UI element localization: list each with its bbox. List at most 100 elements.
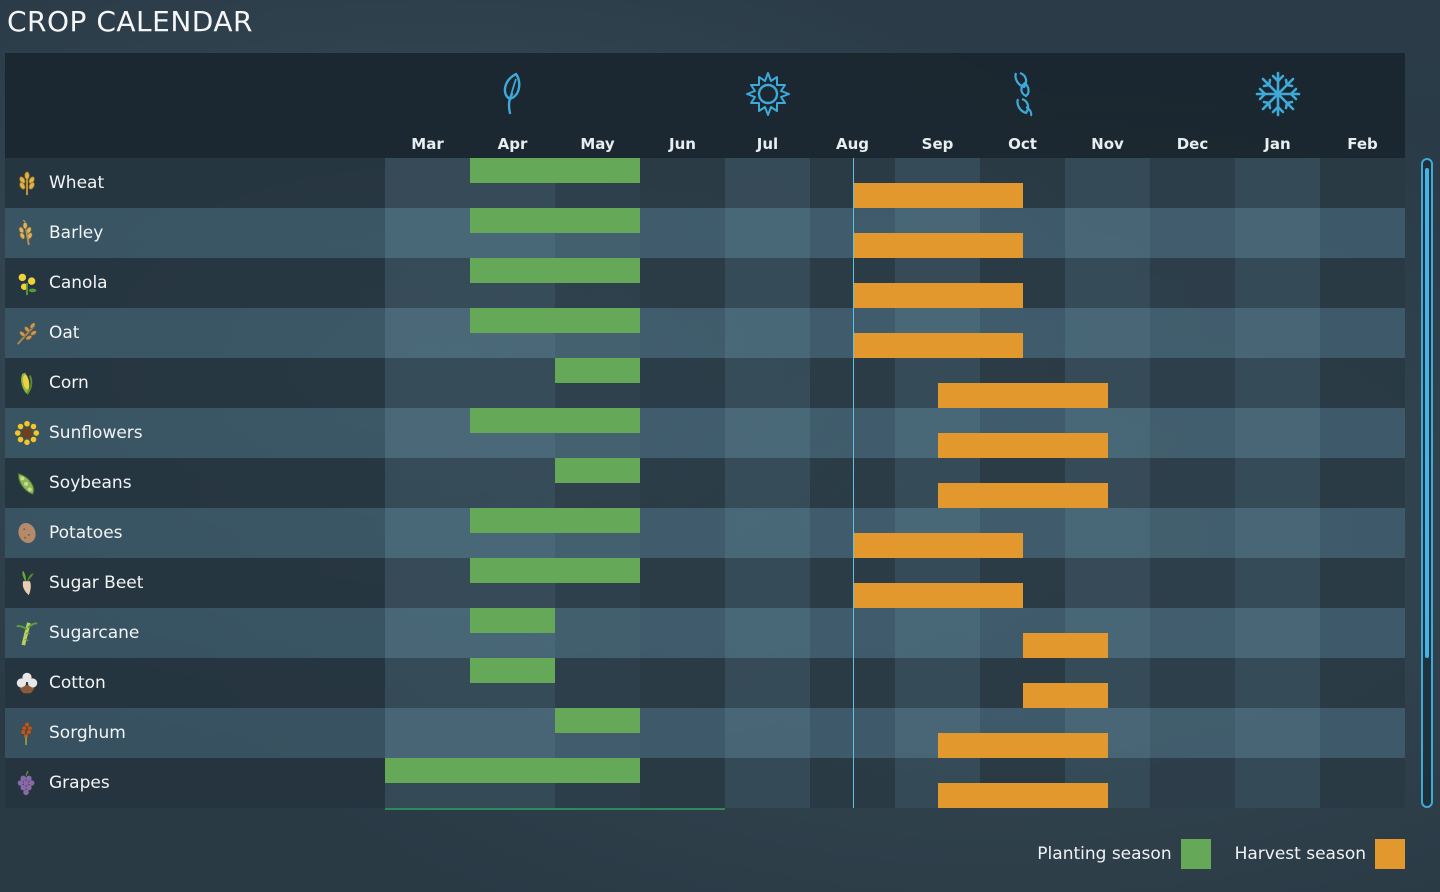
month-cell [725, 158, 810, 208]
month-cell [1065, 308, 1150, 358]
planting-bar [555, 708, 640, 733]
planting-bar [470, 608, 555, 633]
crop-row[interactable]: Canola [5, 258, 1405, 308]
planting-bar [470, 558, 640, 583]
month-cell [1235, 708, 1320, 758]
crop-name: Corn [49, 373, 89, 393]
canola-icon [13, 269, 41, 297]
month-label-jun: Jun [669, 135, 696, 153]
month-cell [640, 358, 725, 408]
scrollbar[interactable] [1421, 158, 1433, 808]
cotton-icon [13, 669, 41, 697]
potato-icon [13, 519, 41, 547]
month-cell [1320, 658, 1405, 708]
month-cell [640, 758, 725, 808]
month-cell [1235, 158, 1320, 208]
sorghum-icon [13, 719, 41, 747]
month-cell [1235, 208, 1320, 258]
month-cell [1320, 608, 1405, 658]
calendar-header [5, 53, 1405, 158]
month-cell [1320, 208, 1405, 258]
crop-label: Wheat [5, 158, 385, 208]
crop-row[interactable]: Sunflowers [5, 408, 1405, 458]
legend-planting-swatch [1180, 839, 1211, 869]
crop-row[interactable]: Soybeans [5, 458, 1405, 508]
grapes-icon [13, 769, 41, 797]
month-cell [640, 708, 725, 758]
month-cell [1320, 408, 1405, 458]
crop-label: Potatoes [5, 508, 385, 558]
calendar-grid: Wheat Barley Canola Oat Corn Sunflowers Soybea… [5, 158, 1405, 808]
crop-row[interactable]: Wheat [5, 158, 1405, 208]
harvest-bar [852, 533, 1023, 558]
planting-bar [470, 658, 555, 683]
planting-bar [555, 458, 640, 483]
barley-icon [13, 219, 41, 247]
crop-row[interactable]: Corn [5, 358, 1405, 408]
falling-leaves-icon [998, 69, 1048, 119]
month-cell [640, 608, 725, 658]
crop-row[interactable]: Potatoes [5, 508, 1405, 558]
month-cell [470, 458, 555, 508]
crop-row[interactable]: Sugar Beet [5, 558, 1405, 608]
crop-label: Oat [5, 308, 385, 358]
month-cell [895, 658, 980, 708]
crop-label: Canola [5, 258, 385, 308]
month-label-may: May [580, 135, 615, 153]
harvest-bar [937, 483, 1108, 508]
crop-label: Corn [5, 358, 385, 408]
crop-name: Sunflowers [49, 423, 143, 443]
month-cell [1150, 758, 1235, 808]
month-cell [1235, 658, 1320, 708]
harvest-bar [1022, 683, 1108, 708]
legend: Planting season Harvest season [1037, 838, 1405, 870]
month-cell [1320, 258, 1405, 308]
month-cell [1150, 358, 1235, 408]
crop-name: Oat [49, 323, 80, 343]
month-cell [725, 558, 810, 608]
sun-icon [743, 69, 793, 119]
month-cell [1235, 758, 1320, 808]
month-cell [1150, 608, 1235, 658]
crop-label: Cotton [5, 658, 385, 708]
month-cell [640, 208, 725, 258]
harvest-bar [937, 433, 1108, 458]
month-cell [385, 308, 470, 358]
planting-bar [555, 358, 640, 383]
month-cell [1235, 358, 1320, 408]
crop-name: Barley [49, 223, 104, 243]
month-cell [1065, 508, 1150, 558]
month-cell [385, 658, 470, 708]
crop-label: Barley [5, 208, 385, 258]
crop-name: Canola [49, 273, 108, 293]
crop-row[interactable]: Sugarcane [5, 608, 1405, 658]
month-cell [725, 308, 810, 358]
crop-name: Cotton [49, 673, 106, 693]
scrollbar-thumb[interactable] [1425, 168, 1429, 658]
month-cell [725, 408, 810, 458]
month-cell [1065, 158, 1150, 208]
crop-name: Grapes [49, 773, 110, 793]
crop-name: Potatoes [49, 523, 123, 543]
crop-row[interactable]: Grapes [5, 758, 1405, 808]
month-cell [1150, 158, 1235, 208]
month-cell [1320, 308, 1405, 358]
month-cell [1150, 458, 1235, 508]
crop-name: Sorghum [49, 723, 126, 743]
month-cell [725, 758, 810, 808]
month-cell [1320, 358, 1405, 408]
month-cell [725, 458, 810, 508]
crop-row[interactable]: Sorghum [5, 708, 1405, 758]
month-label-sep: Sep [921, 135, 954, 153]
crop-label: Sorghum [5, 708, 385, 758]
month-cell [385, 408, 470, 458]
crop-row[interactable]: Barley [5, 208, 1405, 258]
month-cell [1150, 508, 1235, 558]
crop-row[interactable]: Oat [5, 308, 1405, 358]
month-cell [385, 208, 470, 258]
month-label-oct: Oct [1008, 135, 1037, 153]
month-cell [895, 608, 980, 658]
crop-row[interactable]: Cotton [5, 658, 1405, 708]
month-cell [555, 608, 640, 658]
month-label-feb: Feb [1347, 135, 1378, 153]
